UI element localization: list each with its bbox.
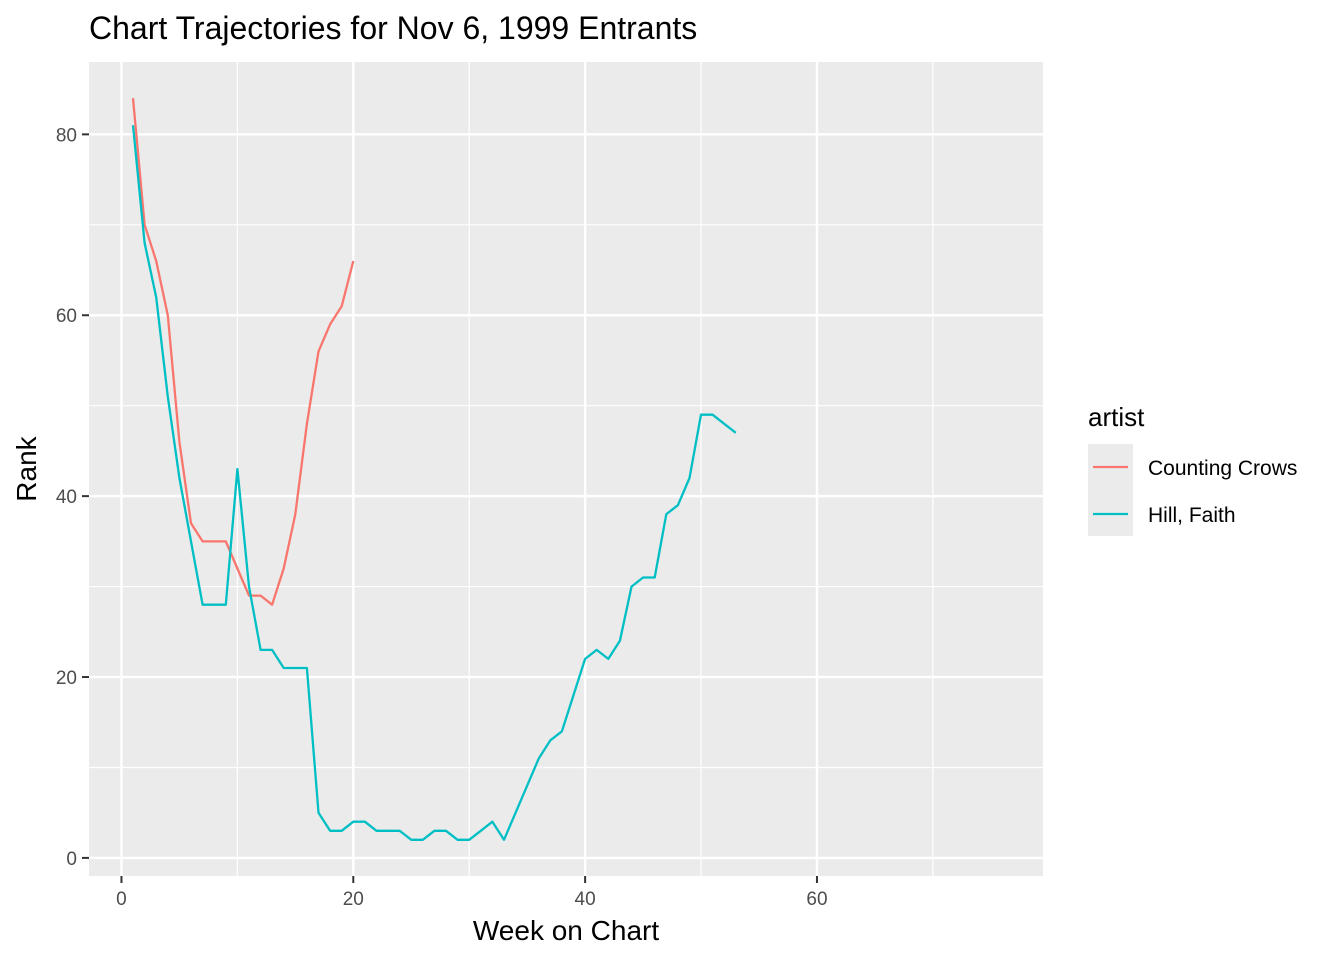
y-axis-title: Rank — [11, 435, 42, 501]
legend-key-background — [1088, 444, 1133, 536]
y-tick-label: 20 — [56, 668, 77, 689]
legend-title: artist — [1088, 402, 1145, 432]
x-tick-label: 40 — [575, 889, 596, 910]
y-tick-label: 60 — [56, 306, 77, 327]
y-tick-label: 40 — [56, 487, 77, 508]
y-axis: 0 20 40 60 80 — [56, 125, 89, 870]
chart-title: Chart Trajectories for Nov 6, 1999 Entra… — [89, 10, 697, 46]
x-tick-label: 60 — [806, 889, 827, 910]
y-tick-label: 0 — [66, 849, 77, 870]
plot-panel — [89, 62, 1043, 876]
series-line — [131, 98, 355, 606]
x-tick-label: 20 — [343, 889, 364, 910]
legend: artist Counting Crows Hill, Faith — [1088, 402, 1297, 536]
x-tick-label: 0 — [116, 889, 127, 910]
y-tick-label: 80 — [56, 125, 77, 146]
x-axis: 0 20 40 60 — [116, 876, 828, 910]
legend-label: Counting Crows — [1148, 457, 1297, 480]
x-axis-title: Week on Chart — [473, 915, 659, 946]
series-line — [131, 125, 737, 841]
series-lines — [131, 98, 737, 841]
legend-label: Hill, Faith — [1148, 504, 1236, 527]
major-gridlines — [89, 62, 1043, 876]
